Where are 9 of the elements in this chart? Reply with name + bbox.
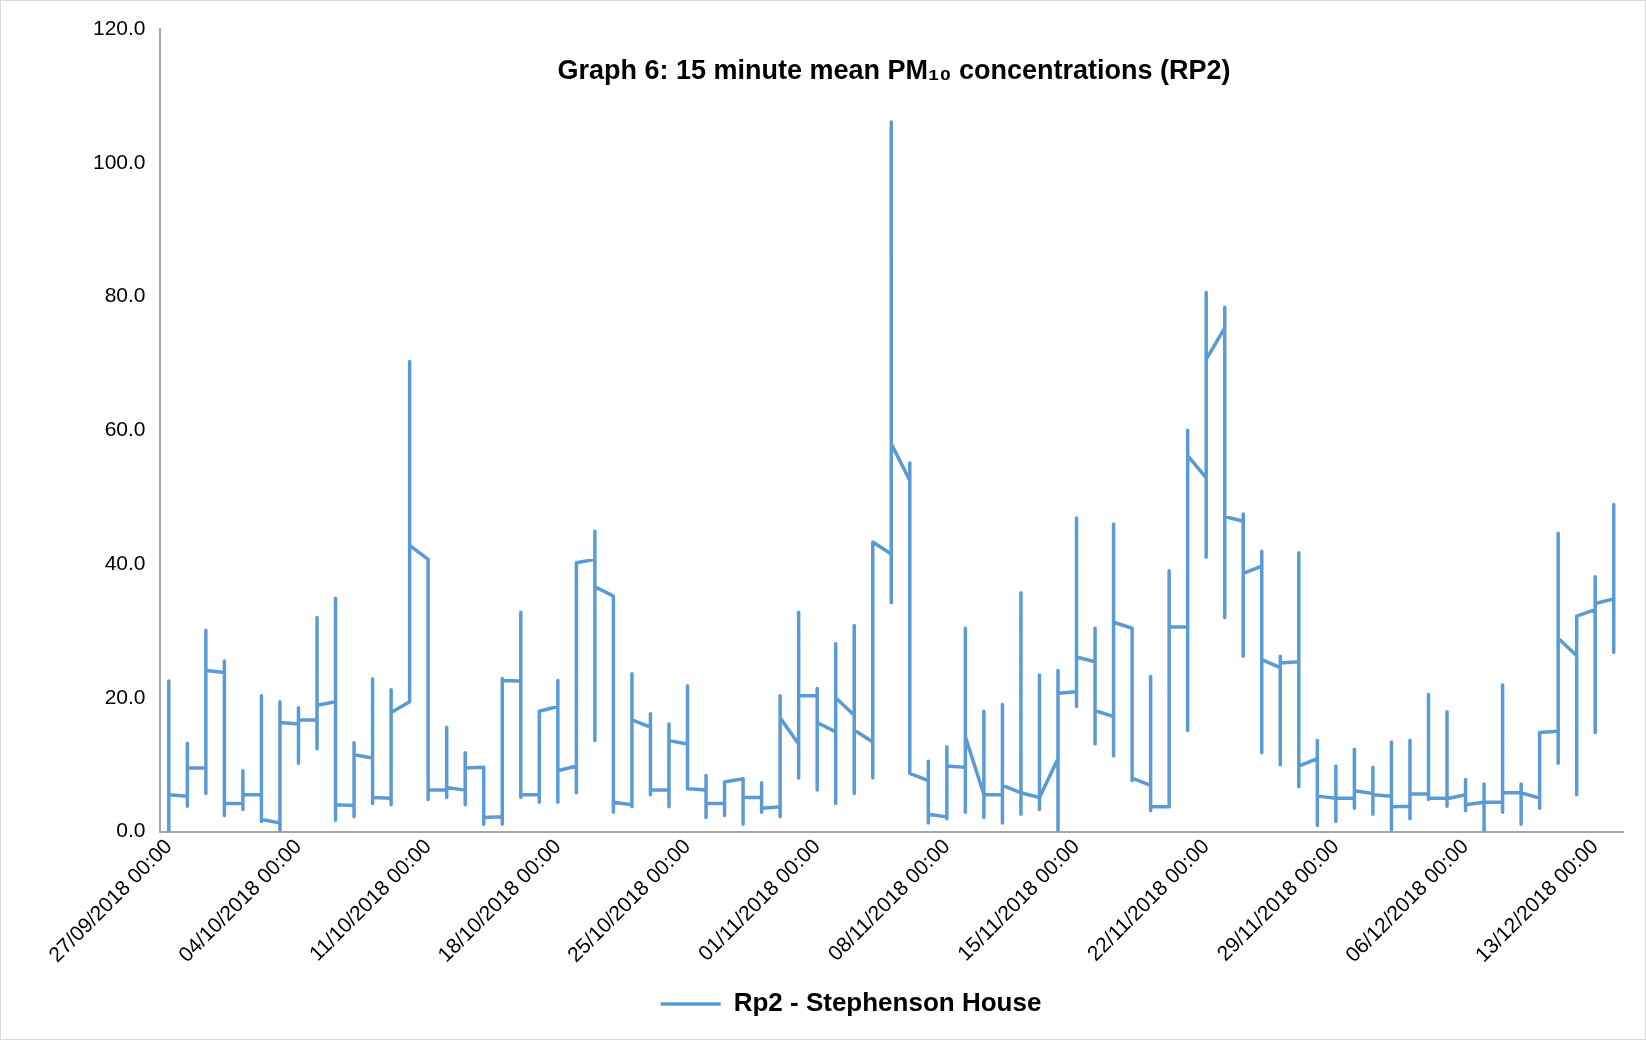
y-tick-label: 0.0 — [116, 818, 146, 842]
y-tick-label: 80.0 — [104, 283, 146, 307]
legend-label: Rp2 - Stephenson House — [733, 987, 1042, 1018]
y-tick-label: 60.0 — [104, 417, 146, 441]
y-tick-label: 40.0 — [104, 550, 146, 574]
y-tick-label: 20.0 — [104, 684, 146, 708]
text: Graph 6: 15 minute mean PM₁₀ concentrations (RP2) — [556, 55, 1232, 86]
y-tick-label: 120.0 — [92, 15, 146, 39]
y-tick-label: 100.0 — [92, 149, 146, 173]
